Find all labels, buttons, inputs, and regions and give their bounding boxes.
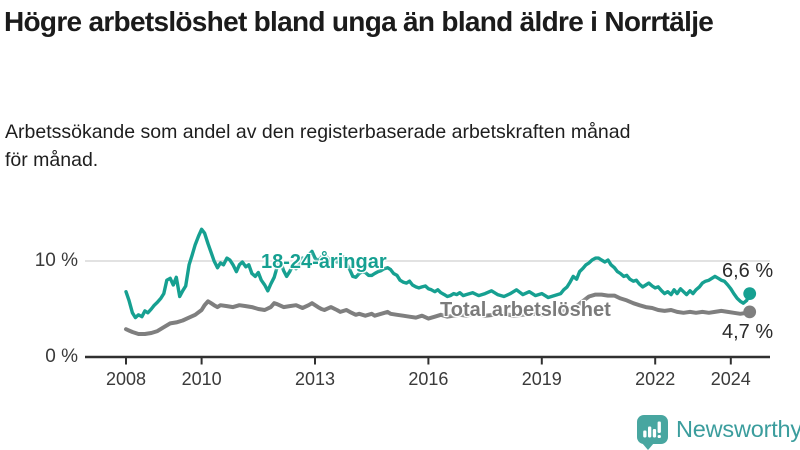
x-tick-label-2013: 2013 [295, 369, 335, 389]
x-tick-label-2010: 2010 [182, 369, 222, 389]
end-value-label-youth: 6,6 % [722, 260, 774, 282]
bar-chart-glyph [643, 421, 661, 438]
newsworthy-wordmark: Newsworthy [676, 416, 800, 442]
x-tick-label-2008: 2008 [106, 369, 146, 389]
total-series-line [124, 292, 752, 336]
newsworthy-logo[interactable]: Newsworthy [637, 413, 800, 450]
bar-chart-speech-bubble-icon [637, 414, 668, 450]
end-value-label-total: 4,7 % [722, 321, 774, 343]
x-tick-label-2016: 2016 [408, 369, 448, 389]
youth-end-dot [743, 287, 757, 300]
y-axis-label-0pct: 0 % [45, 346, 78, 367]
series-label-youth: 18-24-åringar [261, 251, 387, 273]
series-label-total: Total arbetslöshet [440, 299, 611, 321]
chart-subtitle-line-1: Arbetssökande som andel av den registerb… [5, 121, 631, 143]
chart-subtitle-line-2: för månad. [5, 149, 99, 171]
youth-series-line [124, 227, 752, 320]
chart-title: Högre arbetslöshet bland unga än bland ä… [4, 6, 714, 37]
x-tick-label-2022: 2022 [635, 369, 675, 389]
total-end-dot [743, 305, 757, 319]
x-tick-label-2019: 2019 [522, 369, 562, 389]
x-tick-label-2024: 2024 [711, 369, 751, 389]
y-axis-label-10pct: 10 % [34, 250, 78, 271]
